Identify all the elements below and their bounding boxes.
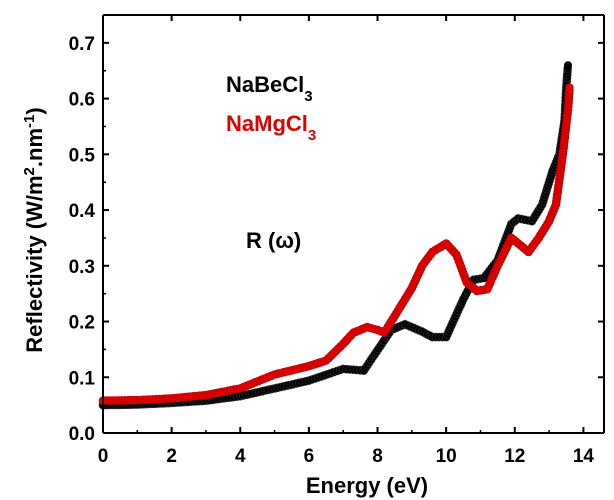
y-tick-label: 0.5 [69,145,96,166]
plot-area [98,61,574,410]
y-tick-label: 0.2 [69,313,95,334]
y-tick-label: 0.3 [69,257,95,278]
series-layer [98,61,574,410]
x-tick-label: 8 [372,446,383,467]
legend-entry-namgcl3-base: NaMgCl [226,111,308,136]
data-point [564,61,572,70]
y-tick-label: 0.0 [69,424,95,445]
y-axis-title-base: Reflectivity (W/m [22,175,47,352]
x-axis-title: Energy (eV) [306,473,428,498]
axes [102,14,605,434]
legend-entry-namgcl3-sub: 3 [308,127,316,144]
x-tick-label: 6 [304,446,315,467]
x-tick-label: 14 [573,446,595,467]
legend-entry-nabecl3: NaBeCl3 [226,72,313,105]
y-tick-label: 0.1 [69,368,96,389]
annotation-r-omega: R (ω) [246,228,301,253]
series-namgcl3 [98,83,574,406]
y-tick-label: 0.4 [69,201,96,222]
y-tick-label: 0.7 [69,34,95,55]
x-tick-label: 2 [166,446,177,467]
y-axis-title-sup1: 2 [21,167,38,175]
y-axis-title-mid: .nm [22,128,47,167]
ticks: 0 2 4 6 8 10 12 14 0.0 0.1 0.2 0.3 0.4 0.5 0.6 0.7 [69,14,604,467]
legend-entry-nabecl3-sub: 3 [304,88,312,105]
legend: NaBeCl3 NaMgCl3 [226,72,316,144]
x-tick-label: 4 [235,446,246,467]
x-tick-label: 0 [98,446,109,467]
y-axis-title-end: ) [22,107,47,114]
x-tick-label: 10 [436,446,457,467]
y-axis-title-sup2: -1 [21,115,38,128]
x-tick-label: 12 [504,446,525,467]
legend-entry-nabecl3-base: NaBeCl [226,72,304,97]
data-point [565,83,574,92]
y-axis-title: Reflectivity (W/m2.nm-1) [21,107,48,352]
y-tick-label: 0.6 [69,90,95,111]
legend-entry-namgcl3: NaMgCl3 [226,111,316,144]
